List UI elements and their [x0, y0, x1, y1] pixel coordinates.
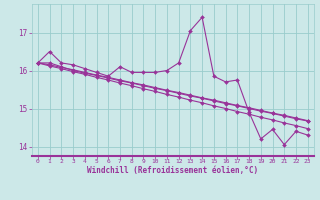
- X-axis label: Windchill (Refroidissement éolien,°C): Windchill (Refroidissement éolien,°C): [87, 166, 258, 175]
